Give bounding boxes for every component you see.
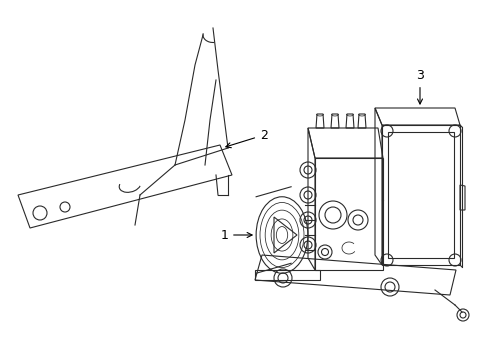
Text: 1: 1: [220, 229, 252, 242]
Text: 3: 3: [415, 69, 423, 104]
Text: 2: 2: [225, 129, 267, 148]
